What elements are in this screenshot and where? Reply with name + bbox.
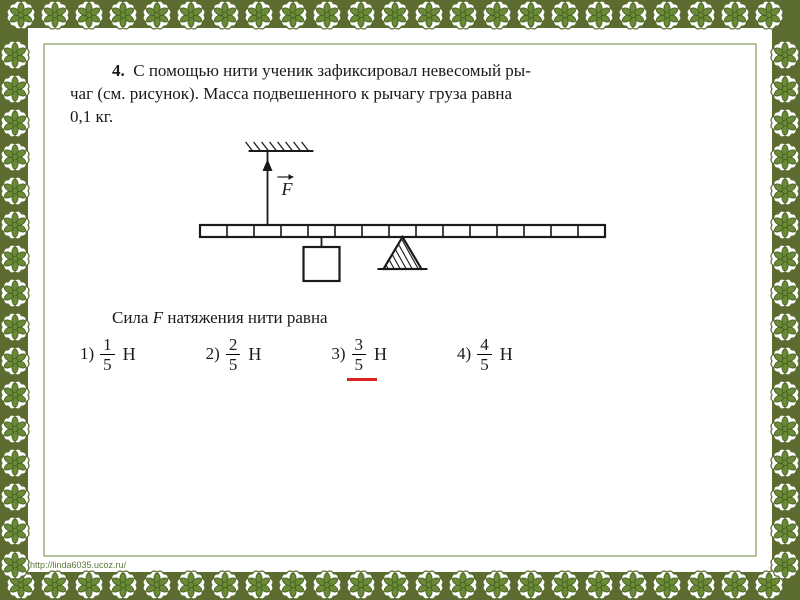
fraction: 25 xyxy=(226,336,241,373)
answer-option-4[interactable]: 4) 45 Н xyxy=(457,336,513,373)
answers-row: 1) 15 Н 2) 25 Н 3) 35 Н 4) 45 Н xyxy=(70,336,730,373)
footer-link: http://linda6035.ucoz.ru/ xyxy=(30,560,126,570)
correct-mark xyxy=(347,378,377,381)
problem-text: 4. С помощью нити ученик зафиксировал не… xyxy=(70,60,730,129)
problem-line1: С помощью нити ученик зафиксировал невес… xyxy=(133,61,531,80)
answer-num: 2) xyxy=(206,343,220,366)
answer-num: 1) xyxy=(80,343,94,366)
unit: Н xyxy=(123,342,136,366)
problem-number: 4. xyxy=(112,61,125,80)
svg-text:F: F xyxy=(281,179,294,199)
fraction: 35 xyxy=(352,336,367,373)
answer-option-3[interactable]: 3) 35 Н xyxy=(331,336,387,373)
unit: Н xyxy=(248,342,261,366)
question-text: Сила F натяжения нити равна xyxy=(70,307,730,330)
fraction: 45 xyxy=(477,336,492,373)
answer-num: 4) xyxy=(457,343,471,366)
unit: Н xyxy=(500,342,513,366)
lever-diagram: F xyxy=(170,137,630,297)
answer-num: 3) xyxy=(331,343,345,366)
problem-line3: 0,1 кг. xyxy=(70,107,113,126)
unit: Н xyxy=(374,342,387,366)
content-area: 4. С помощью нити ученик зафиксировал не… xyxy=(50,50,750,550)
problem-line2: чаг (см. рисунок). Масса подвешенного к … xyxy=(70,84,512,103)
answer-option-2[interactable]: 2) 25 Н xyxy=(206,336,262,373)
answer-option-1[interactable]: 1) 15 Н xyxy=(80,336,136,373)
fraction: 15 xyxy=(100,336,115,373)
